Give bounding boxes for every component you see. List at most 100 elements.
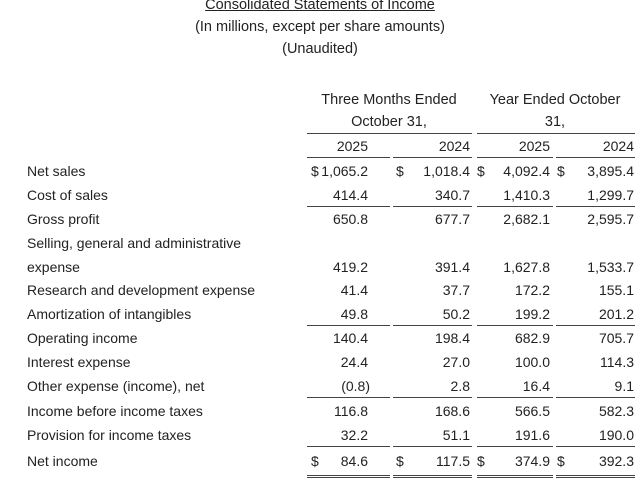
value-y-2025: 199.2 [514,306,550,322]
year-header-q-2024: 2024 [438,138,470,154]
currency-symbol: $ [396,453,404,469]
three-months-header-line1: Three Months Ended [321,92,457,108]
row-label: Net income [27,453,98,469]
table-row: Gross profit 650.8 677.7 2,682.1 2,595.7 [0,207,640,231]
statement-note: (Unaudited) [282,41,358,57]
subtotal-rule [307,446,390,447]
value-y-2024: 705.7 [598,330,634,346]
subtotal-rule [477,206,553,207]
row-label: Income before income taxes [27,403,203,419]
subtotal-rule [477,446,553,447]
subtotal-rule [393,325,472,326]
currency-symbol: $ [477,163,485,179]
row-label: Amortization of intangibles [27,306,192,322]
table-row: expense 419.2 391.4 1,627.8 1,533.7 [0,255,640,279]
year-header-y-2024: 2024 [602,138,634,154]
value-q-2024: 198.4 [434,330,470,346]
table-row: Interest expense 24.4 27.0 100.0 114.3 [0,350,640,374]
value-y-2024: 155.1 [598,282,634,298]
table-row: Net income $ 84.6 $ 117.5 $ 374.9 $ 392.… [0,449,640,473]
table-row: Research and development expense 41.4 37… [0,278,640,302]
value-y-2025: 100.0 [514,354,550,370]
table-row: Income before income taxes 116.8 168.6 5… [0,399,640,423]
three-months-header-line2: October 31, [351,114,427,130]
value-y-2025: 16.4 [522,378,550,394]
year-ended-header-rule [477,133,635,134]
row-label: Interest expense [27,354,131,370]
value-q-2024: 51.1 [442,427,470,443]
value-q-2024: 2.8 [450,378,470,394]
statement-title: Consolidated Statements of Income [205,0,435,13]
row-label: Provision for income taxes [27,427,192,443]
subtotal-rule [393,397,472,398]
year-header-y-2025: 2025 [518,138,550,154]
total-double-rule [556,475,635,478]
value-y-2024: 2,595.7 [587,211,634,227]
year-rule-1 [307,157,390,158]
value-q-2024: 340.7 [434,187,470,203]
row-label: Operating income [27,330,138,346]
currency-symbol: $ [311,453,319,469]
row-label: Net sales [27,163,86,179]
value-q-2025: 84.6 [340,453,368,469]
year-ended-header-line2: 31, [544,114,566,130]
value-q-2025: 1,065.2 [321,163,368,179]
value-y-2025: 566.5 [514,403,550,419]
value-q-2024: 1,018.4 [423,163,470,179]
row-label: Selling, general and administrative [27,235,242,251]
year-ended-header-line1: Year Ended October [489,92,621,108]
value-y-2024: 3,895.4 [587,163,634,179]
subtotal-rule [477,397,553,398]
value-q-2025: 419.2 [332,259,368,275]
table-row: Amortization of intangibles 49.8 50.2 19… [0,302,640,326]
row-label: Other expense (income), net [27,378,205,394]
value-q-2024: 27.0 [442,354,470,370]
total-double-rule [477,475,553,478]
subtotal-rule [307,325,390,326]
value-q-2025: 650.8 [332,211,368,227]
subtotal-rule [393,446,472,447]
value-q-2025: 140.4 [332,330,368,346]
currency-symbol: $ [557,163,565,179]
value-y-2024: 1,533.7 [587,259,634,275]
currency-symbol: $ [311,163,319,179]
subtotal-rule [556,325,635,326]
row-label: Cost of sales [27,187,108,203]
value-y-2024: 201.2 [598,306,634,322]
total-double-rule [393,475,472,478]
subtotal-rule [307,397,390,398]
row-label: Gross profit [27,211,100,227]
subtotal-rule [556,206,635,207]
table-row: Operating income 140.4 198.4 682.9 705.7 [0,326,640,350]
currency-symbol: $ [477,453,485,469]
year-rule-2 [393,157,472,158]
subtotal-rule [556,397,635,398]
value-q-2024: 391.4 [434,259,470,275]
year-rule-4 [556,157,635,158]
table-row: Other expense (income), net (0.8) 2.8 16… [0,374,640,398]
table-row: Selling, general and administrative [0,231,640,255]
subtotal-rule [477,325,553,326]
three-months-header-rule [307,133,472,134]
value-q-2025: 49.8 [340,306,368,322]
row-label: Research and development expense [27,282,256,298]
value-y-2024: 392.3 [598,453,634,469]
table-row: Net sales $ 1,065.2 $ 1,018.4 $ 4,092.4 … [0,159,640,183]
value-y-2025: 172.2 [514,282,550,298]
value-q-2024: 50.2 [442,306,470,322]
value-q-2025: (0.8) [341,378,370,394]
subtotal-rule [393,206,472,207]
value-q-2024: 37.7 [442,282,470,298]
value-q-2025: 116.8 [334,403,368,419]
statement-subtitle: (In millions, except per share amounts) [195,19,445,35]
value-y-2025: 1,410.3 [503,187,550,203]
value-y-2024: 190.0 [598,427,634,443]
value-q-2024: 168.6 [434,403,470,419]
value-y-2024: 582.3 [598,403,634,419]
total-double-rule [307,475,390,478]
currency-symbol: $ [396,163,404,179]
subtotal-rule [556,446,635,447]
value-y-2024: 114.3 [600,354,634,370]
value-y-2025: 682.9 [514,330,550,346]
value-y-2025: 4,092.4 [503,163,550,179]
